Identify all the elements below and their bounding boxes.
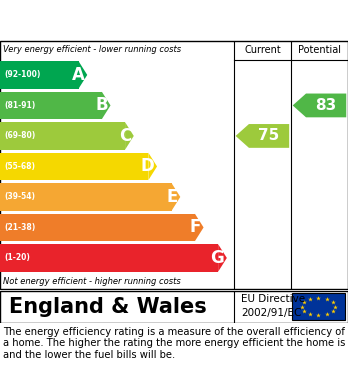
Bar [0, 152, 148, 180]
Polygon shape [102, 91, 111, 119]
Text: Not energy efficient - higher running costs: Not energy efficient - higher running co… [3, 277, 181, 286]
Bar [0, 61, 79, 89]
Text: 75: 75 [259, 128, 280, 143]
Text: D: D [141, 158, 155, 176]
Bar [0, 244, 218, 272]
Text: 83: 83 [316, 98, 337, 113]
Bar [292, 293, 345, 320]
Text: (81-91): (81-91) [4, 101, 35, 110]
Text: (21-38): (21-38) [4, 223, 35, 232]
Text: Potential: Potential [298, 45, 341, 56]
Polygon shape [172, 183, 180, 211]
Polygon shape [148, 152, 157, 180]
Text: F: F [190, 219, 201, 237]
Text: (1-20): (1-20) [4, 253, 30, 262]
Text: A: A [72, 66, 85, 84]
Text: EU Directive
2002/91/EC: EU Directive 2002/91/EC [241, 294, 305, 317]
Polygon shape [236, 124, 289, 148]
Text: Current: Current [244, 45, 281, 56]
Text: (39-54): (39-54) [4, 192, 35, 201]
Text: C: C [119, 127, 131, 145]
Polygon shape [125, 122, 134, 150]
Bar [0, 183, 172, 211]
Text: England & Wales: England & Wales [9, 296, 206, 317]
Text: (92-100): (92-100) [4, 70, 41, 79]
Bar [0, 122, 125, 150]
Polygon shape [195, 214, 204, 241]
Bar [0, 214, 195, 241]
Text: E: E [166, 188, 178, 206]
Text: Energy Efficiency Rating: Energy Efficiency Rating [9, 11, 238, 30]
Text: (69-80): (69-80) [4, 131, 35, 140]
Bar [0, 91, 102, 119]
Text: Very energy efficient - lower running costs: Very energy efficient - lower running co… [3, 45, 182, 54]
Polygon shape [293, 93, 346, 117]
Polygon shape [218, 244, 227, 272]
Text: (55-68): (55-68) [4, 162, 35, 171]
Polygon shape [79, 61, 87, 89]
Text: B: B [95, 97, 108, 115]
Text: The energy efficiency rating is a measure of the overall efficiency of a home. T: The energy efficiency rating is a measur… [3, 326, 346, 360]
Text: G: G [211, 249, 224, 267]
